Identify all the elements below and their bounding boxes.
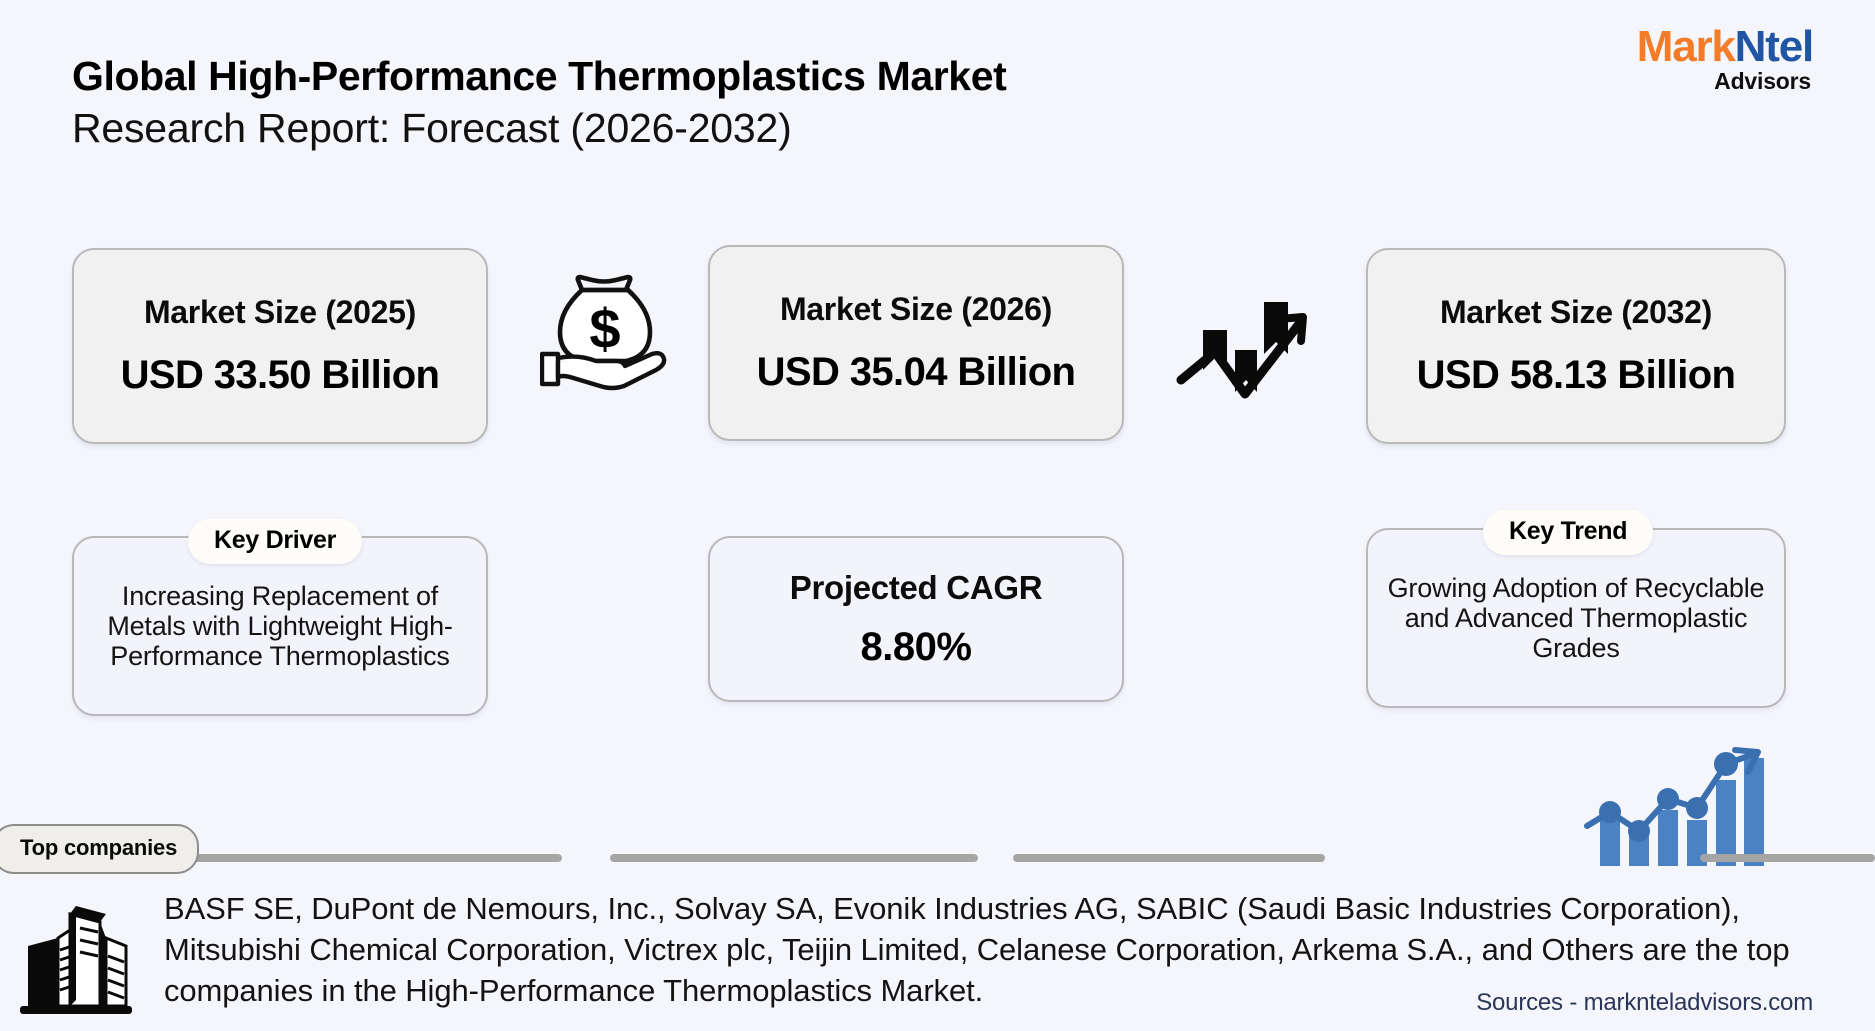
divider-segment-2	[610, 854, 978, 862]
top-companies-badge: Top companies	[0, 824, 200, 874]
markntel-logo: MarkNtel Advisors	[1636, 22, 1815, 94]
projected-cagr-label: Projected CAGR	[789, 568, 1043, 606]
divider-segment-4	[1700, 854, 1875, 862]
logo-wordmark: MarkNtel	[1636, 22, 1815, 71]
logo-subtitle: Advisors	[1714, 68, 1811, 94]
top-companies-text: BASF SE, DuPont de Nemours, Inc., Solvay…	[164, 891, 1790, 1009]
blue-bar-line-chart-icon	[1572, 738, 1772, 866]
key-trend-text: Growing Adoption of Recyclable and Advan…	[1387, 572, 1765, 664]
divider-segment-1	[164, 854, 562, 862]
page-title: Global High-Performance Thermoplastics M…	[72, 52, 1272, 154]
market-size-2025-value: USD 33.50 Billion	[120, 353, 440, 397]
projected-cagr-value: 8.80%	[860, 624, 972, 669]
logo-ntel-text: Ntel	[1734, 22, 1815, 71]
projected-cagr-card: Projected CAGR 8.80%	[708, 536, 1124, 702]
buildings-skyline-icon	[14, 900, 138, 1018]
market-size-2026-value: USD 35.04 Billion	[756, 350, 1076, 394]
logo-mark-text: Mark	[1636, 22, 1736, 71]
divider-segment-3	[1013, 854, 1325, 862]
market-size-2026-label: Market Size (2026)	[779, 291, 1053, 327]
market-size-2032-label: Market Size (2032)	[1439, 294, 1713, 330]
market-size-2026-card: Market Size (2026) USD 35.04 Billion	[708, 245, 1124, 441]
key-driver-badge: Key Driver	[188, 519, 363, 564]
money-bag-icon: $	[539, 262, 670, 392]
key-driver-text: Increasing Replacement of Metals with Li…	[107, 580, 453, 672]
title-line-2: Research Report: Forecast (2026-2032)	[72, 105, 792, 152]
market-size-2032-card: Market Size (2032) USD 58.13 Billion	[1366, 248, 1786, 444]
svg-text:$: $	[589, 297, 620, 360]
key-driver-card: Increasing Replacement of Metals with Li…	[72, 536, 488, 716]
key-trend-card: Growing Adoption of Recyclable and Advan…	[1366, 528, 1786, 708]
market-size-2025-label: Market Size (2025)	[143, 294, 417, 330]
sources-label: Sources - marknteladvisors.com	[1476, 989, 1813, 1016]
key-trend-badge: Key Trend	[1483, 510, 1654, 555]
growth-bars-arrow-icon	[1175, 292, 1315, 402]
market-size-2032-value: USD 58.13 Billion	[1416, 353, 1736, 397]
market-size-2025-card: Market Size (2025) USD 33.50 Billion	[72, 248, 488, 444]
title-line-1: Global High-Performance Thermoplastics M…	[72, 53, 1007, 99]
